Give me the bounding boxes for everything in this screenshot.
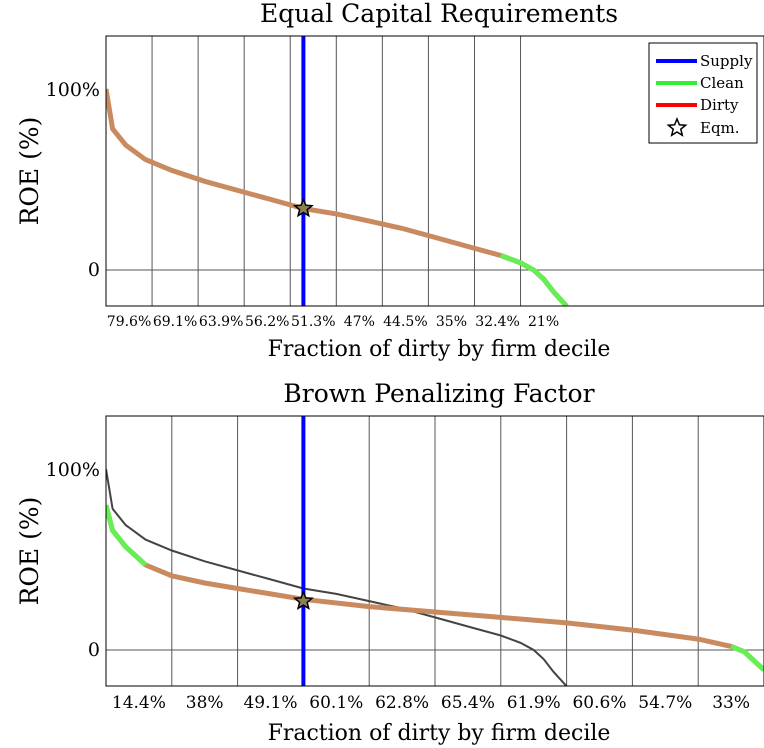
top-x-axis-label: Fraction of dirty by firm decile [268, 337, 611, 362]
top-ytick-0: 0 [88, 259, 100, 281]
decile-label: 47% [344, 314, 375, 330]
top-clean-tail [499, 253, 569, 306]
decile-label: 35% [436, 314, 467, 330]
decile-label: 62.8% [375, 693, 429, 713]
bottom-equilibrium-star [292, 590, 314, 611]
top-y-axis-label: ROE (%) [15, 117, 44, 226]
bottom-x-axis-label: Fraction of dirty by firm decile [268, 721, 611, 746]
bottom-ytick-0: 0 [88, 639, 100, 661]
decile-label: 69.1% [153, 314, 197, 330]
decile-label: 79.6% [107, 314, 151, 330]
decile-label: 61.9% [507, 693, 561, 713]
top-decile-labels: 79.6% 69.1% 63.9% 56.2% 51.3% 47% 44.5% 35% 32.4… [107, 314, 559, 330]
decile-label: 51.3% [291, 314, 335, 330]
decile-label: 14.4% [112, 693, 166, 713]
top-chart: Equal Capital Requirements 100% 0 ROE (%… [15, 0, 764, 362]
legend: Supply Clean Dirty Eqm. [648, 42, 758, 144]
top-equilibrium-star [292, 197, 314, 218]
top-decile-lines [151, 36, 522, 306]
bottom-clean-head [106, 504, 148, 567]
top-ytick-100: 100% [46, 79, 100, 101]
legend-supply-label: Supply [700, 52, 753, 70]
decile-label: 60.6% [572, 693, 626, 713]
bottom-ytick-100: 100% [46, 459, 100, 481]
bottom-chart: Brown Penalizing Factor 100% 0 ROE (%) 1… [15, 379, 764, 746]
decile-label: 56.2% [245, 314, 289, 330]
bottom-clean-tail [730, 644, 764, 672]
top-axes-box [105, 35, 764, 307]
bottom-axes-box [105, 415, 764, 687]
decile-label: 44.5% [383, 314, 427, 330]
decile-label: 21% [528, 314, 559, 330]
top-chart-title: Equal Capital Requirements [260, 0, 618, 28]
decile-label: 32.4% [475, 314, 519, 330]
decile-label: 38% [186, 693, 224, 713]
decile-label: 60.1% [309, 693, 363, 713]
legend-eqm-star-icon [666, 117, 688, 137]
decile-label: 33% [712, 693, 750, 713]
bottom-chart-title: Brown Penalizing Factor [283, 379, 594, 408]
decile-label: 63.9% [199, 314, 243, 330]
legend-clean-label: Clean [700, 74, 744, 92]
legend-dirty-label: Dirty [700, 96, 739, 114]
bottom-reference-curve [106, 468, 568, 686]
decile-label: 54.7% [638, 693, 692, 713]
decile-label: 49.1% [243, 693, 297, 713]
legend-eqm-label: Eqm. [700, 119, 740, 137]
bottom-decile-labels: 14.4% 38% 49.1% 60.1% 62.8% 65.4% 61.9% 60.6% 54… [112, 693, 750, 713]
bottom-y-axis-label: ROE (%) [15, 497, 44, 606]
decile-label: 65.4% [441, 693, 495, 713]
bottom-decile-lines [171, 416, 699, 686]
